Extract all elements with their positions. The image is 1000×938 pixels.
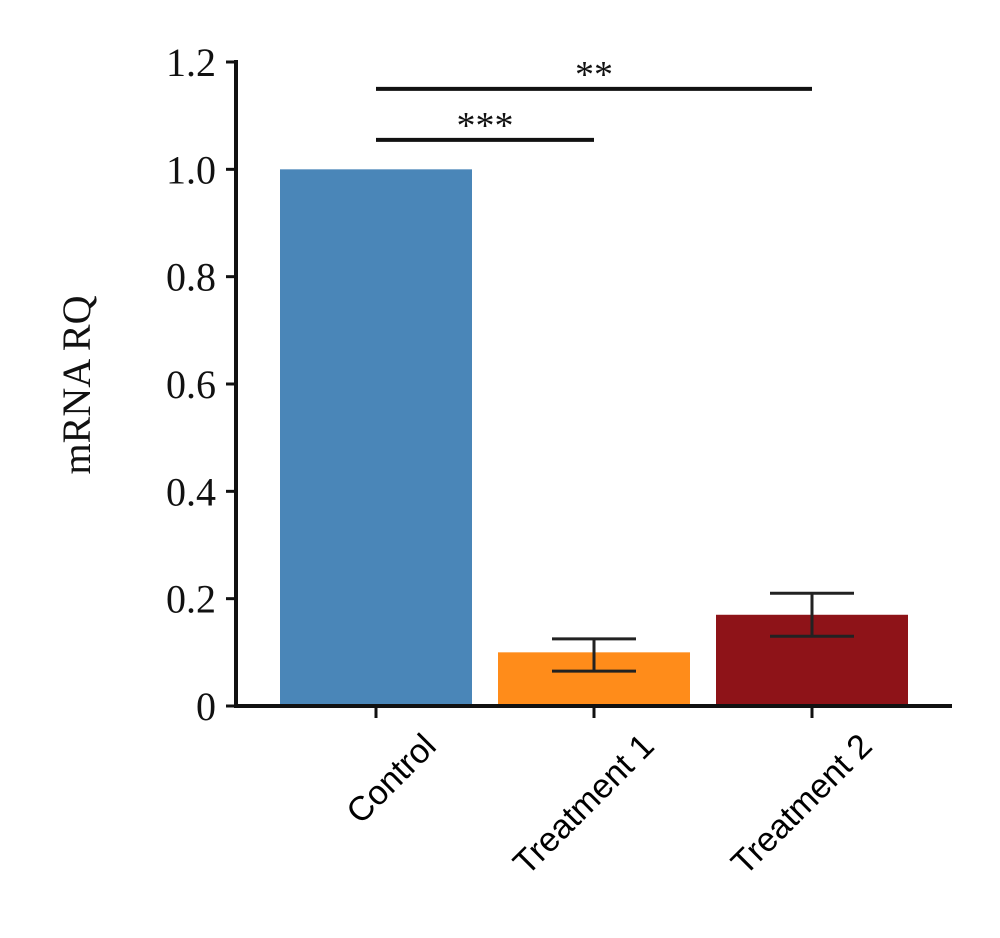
- y-tick-label: 0.2: [166, 577, 216, 622]
- significance-bracket: **: [376, 54, 812, 96]
- y-ticks-layer: 0 0.2 0.4 0.6 0.8 1.0 1.2: [166, 40, 236, 729]
- y-tick-label: 1.0: [166, 147, 216, 192]
- x-category-label: Treatment 2: [724, 727, 880, 883]
- y-tick-label: 0.4: [166, 469, 216, 514]
- error-bar-treatment-2: [770, 591, 854, 638]
- significance-label: **: [575, 54, 613, 96]
- y-tick-label: 0.6: [166, 362, 216, 407]
- y-tick-label: 0: [196, 684, 216, 729]
- significance-layer: *****: [376, 54, 812, 147]
- significance-label: ***: [457, 105, 514, 147]
- y-axis-label: mRNA RQ: [54, 295, 99, 474]
- y-tick-label: 1.2: [166, 40, 216, 85]
- significance-bracket: ***: [376, 105, 594, 147]
- bar-control: [280, 169, 472, 707]
- error-bars-layer: [552, 591, 854, 673]
- error-bar-treatment-1: [552, 637, 636, 673]
- x-category-label: Control: [339, 727, 443, 831]
- x-category-label: Treatment 1: [506, 727, 662, 883]
- bars-layer: [280, 169, 908, 707]
- x-ticks-layer: Control Treatment 1 Treatment 2: [339, 706, 880, 883]
- y-tick-label: 0.8: [166, 255, 216, 300]
